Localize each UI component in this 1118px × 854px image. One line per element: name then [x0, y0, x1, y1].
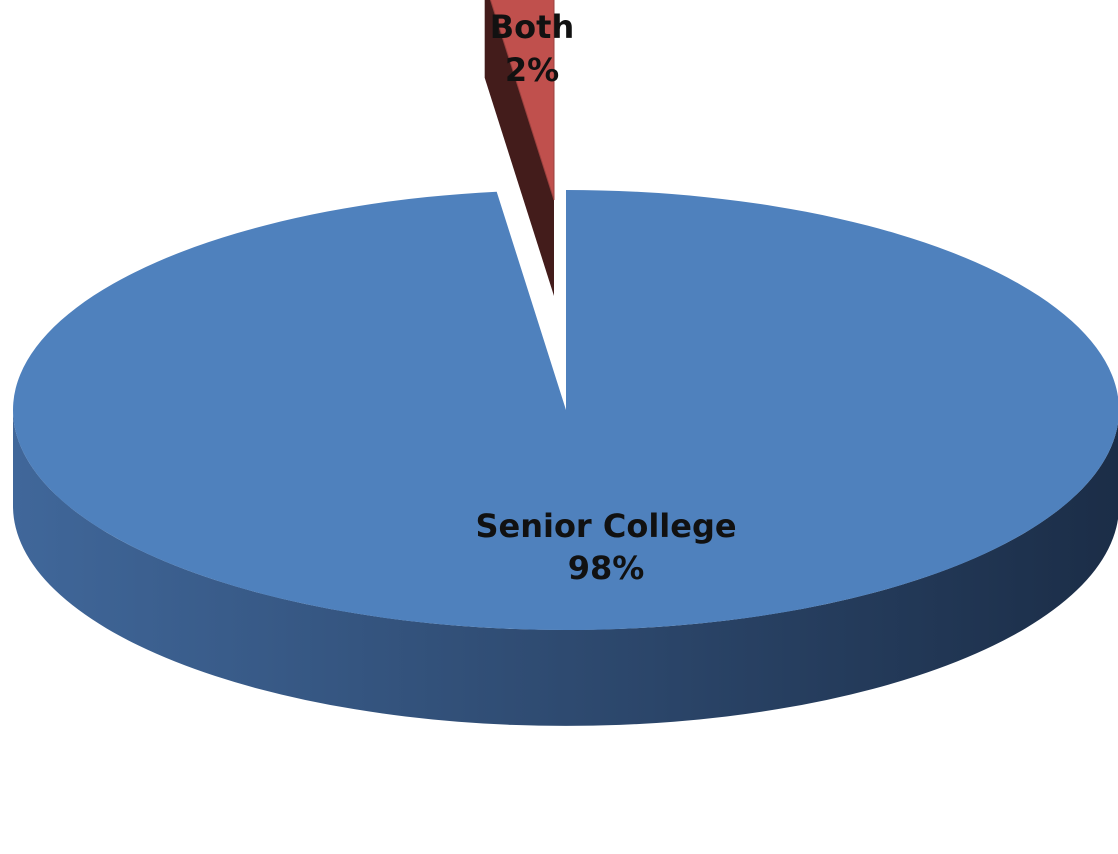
pie-side-layer — [13, 0, 1118, 726]
data-labels: Senior College 98% Both 2% — [475, 8, 736, 587]
pie-slice-both — [489, 0, 555, 201]
data-label-senior-college-name: Senior College — [475, 507, 736, 545]
pie-slice-side-senior-college — [13, 410, 1118, 726]
data-label-both-name: Both — [490, 8, 574, 46]
pie-slice-side-both — [484, 0, 554, 296]
data-label-senior-college-percent: 98% — [568, 549, 645, 587]
pie-top-layer — [13, 0, 1118, 630]
pie-slice-senior-college — [13, 190, 1118, 630]
data-label-both-percent: 2% — [505, 51, 559, 89]
